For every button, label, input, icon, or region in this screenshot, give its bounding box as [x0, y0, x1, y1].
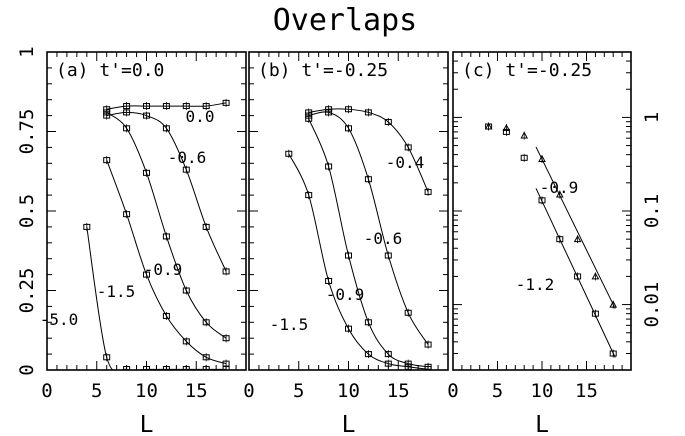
series	[103, 108, 230, 276]
x-tick-label: 5	[91, 380, 102, 402]
curve-label: -0.9	[326, 285, 365, 304]
x-tick-label: 0	[243, 380, 254, 402]
series	[285, 149, 432, 370]
fit-curve	[288, 153, 429, 370]
series	[305, 108, 432, 349]
curve-label: -0.6	[168, 148, 207, 167]
series	[485, 122, 617, 358]
fit-line	[535, 188, 616, 358]
y-tick-label: 0.75	[16, 109, 38, 155]
curve-label: -1.2	[516, 275, 555, 294]
curve-label: -5.0	[40, 310, 79, 329]
x-tick-label: 10	[135, 380, 158, 402]
x-axis-label: L	[342, 412, 356, 436]
y-tick-label: 0.25	[16, 268, 38, 314]
y-tick-label: 1	[641, 112, 663, 123]
series	[83, 222, 230, 370]
series	[103, 108, 230, 343]
x-tick-label: 5	[492, 380, 503, 402]
y-tick-label: 0.1	[641, 194, 663, 228]
curve-label: -0.6	[364, 229, 403, 248]
curve-label: -0.9	[144, 260, 183, 279]
x-tick-label: 10	[531, 380, 554, 402]
x-tick-label: 0	[447, 380, 458, 402]
x-tick-label: 0	[41, 380, 52, 402]
series	[484, 122, 618, 309]
y-tick-label: 0.01	[641, 282, 663, 328]
x-axis-label: L	[535, 412, 549, 436]
curve-label: 0.0	[186, 107, 215, 126]
series	[103, 156, 230, 368]
panel-label: (c) t'=-0.25	[462, 60, 592, 81]
panel-label: (a) t'=0.0	[56, 60, 164, 81]
panel-a: 0 5 10 15 L 0 0.25 0.5 0.75 1 (a) t'=0.0 0.0 -0.6 -0.…	[16, 46, 247, 436]
x-tick-label: 15	[387, 380, 410, 402]
figure-title: Overlaps	[273, 3, 418, 38]
panel-b: 0 5 10 15 L (b) t'=-0.25 -0.4 -0.6 -0.9 -1.5	[243, 51, 449, 436]
fit-curve	[106, 111, 227, 272]
x-axis-label: L	[140, 412, 154, 436]
fit-line	[535, 146, 616, 309]
panel-label: (b) t'=-0.25	[258, 60, 388, 81]
x-tick-label: 15	[185, 380, 208, 402]
x-tick-label: 15	[575, 380, 598, 402]
x-tick-label: 5	[293, 380, 304, 402]
y-tick-label: 0.5	[16, 194, 38, 228]
curve-label: -0.4	[386, 153, 425, 172]
x-tick-label: 10	[337, 380, 360, 402]
panel-frame	[452, 51, 632, 371]
y-tick-label: 1	[16, 46, 38, 57]
curve-label: -0.9	[540, 178, 579, 197]
fit-curve	[106, 111, 227, 339]
y-tick-label: 0	[16, 364, 38, 375]
panel-c: 0 5 10 15 L 1 0.1 0.01 (c) t'=-0.25 -0.9 -1.2	[447, 51, 663, 436]
curve-label: -1.5	[97, 282, 136, 301]
curve-label: -1.5	[270, 315, 309, 334]
